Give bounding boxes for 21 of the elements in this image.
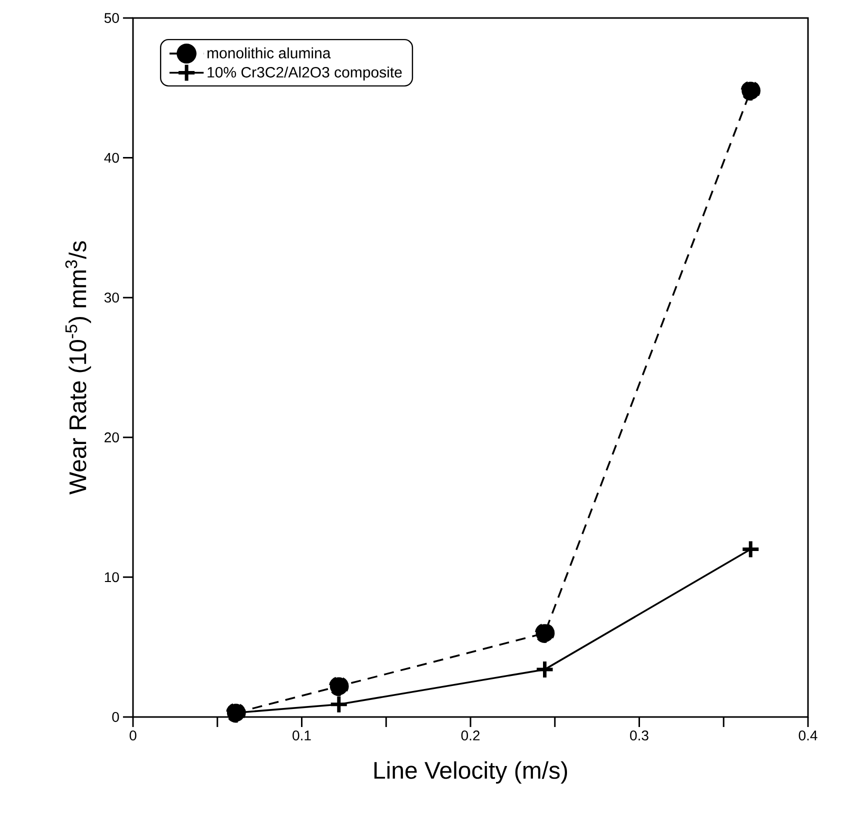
y-tick-label: 30: [104, 292, 119, 303]
y-axis-title: Wear Rate (10$^{-5}$) mm$^{3}$/s: [65, 241, 92, 494]
point: [740, 80, 761, 101]
y-tick-label: 40: [104, 152, 119, 163]
legend-label: monolithic alumina: [208, 47, 331, 58]
x-tick-label: 0.4: [798, 730, 818, 740]
y-tick-label: 10: [104, 572, 119, 582]
x-tick-label: 0.3: [630, 730, 648, 740]
x-tick-label: 0.2: [461, 730, 480, 740]
x-axis-title: Line Velocity (m/s): [374, 761, 568, 784]
y-tick-label: 50: [104, 13, 119, 23]
point: [535, 660, 554, 680]
point: [328, 676, 349, 696]
x-tick-label: 0.1: [292, 730, 311, 740]
y-tick-label: 20: [104, 432, 119, 442]
x-tick-label: 0: [130, 730, 136, 740]
point: [534, 623, 555, 644]
point: [329, 694, 349, 714]
legend-label: 10% Cr3C2/Al2O3 composite: [208, 66, 402, 81]
point: [740, 539, 760, 559]
y-tick-label: 0: [112, 712, 119, 722]
